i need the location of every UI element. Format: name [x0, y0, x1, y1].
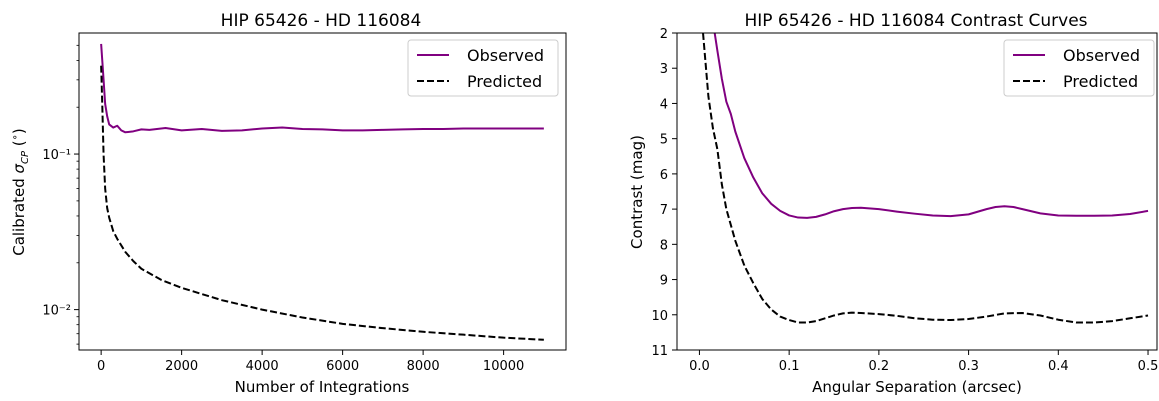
left-y-tick-label: 10⁻¹ [42, 148, 71, 163]
chart-title-right: HIP 65426 - HD 116084 Contrast Curves [744, 11, 1087, 31]
panel-contrast: HIP 65426 - HD 116084 Contrast Curves 0.… [628, 11, 1158, 396]
right-series-observed-line [713, 33, 1149, 219]
legend-right: Observed Predicted [1003, 39, 1155, 97]
left-x-tick-label: 6000 [326, 359, 359, 374]
right-y-tick-label: 11 [651, 344, 668, 359]
legend-label-predicted-right: Predicted [1063, 72, 1138, 91]
right-x-tick-label: 0.2 [869, 359, 890, 374]
x-ticks-left: 0 2000 4000 6000 8000 10000 [97, 350, 524, 374]
legend-label-observed-left: Observed [467, 46, 544, 65]
y-ticks-right: 2 3 4 5 6 7 8 9 10 11 [651, 27, 677, 359]
y-ticks-left: 10⁻² 10⁻¹ [42, 44, 79, 345]
x-axis-label-left: Number of Integrations [235, 378, 410, 396]
right-x-tick-label: 0.5 [1138, 359, 1159, 374]
chart-title-left: HIP 65426 - HD 116084 [221, 11, 422, 31]
left-x-tick-label: 2000 [165, 359, 198, 374]
right-y-tick-label: 8 [660, 238, 668, 253]
right-y-tick-label: 2 [660, 27, 668, 42]
legend-label-observed-right: Observed [1063, 46, 1140, 65]
left-x-tick-label: 4000 [246, 359, 279, 374]
right-y-tick-label: 7 [660, 203, 668, 218]
right-series-predicted-line [702, 33, 1149, 324]
x-ticks-right: 0.0 0.1 0.2 0.3 0.4 0.5 [689, 350, 1158, 374]
x-axis-label-right: Angular Separation (arcsec) [812, 378, 1022, 396]
right-y-tick-label: 3 [660, 62, 668, 77]
axes-frame-left [78, 32, 567, 351]
left-x-tick-label: 8000 [407, 359, 440, 374]
left-series-predicted-line [100, 65, 544, 341]
right-x-tick-label: 0.0 [689, 359, 710, 374]
legend-left: Observed Predicted [407, 39, 559, 97]
left-y-tick-label: 10⁻² [42, 304, 71, 319]
right-x-tick-label: 0.3 [958, 359, 979, 374]
right-y-tick-label: 10 [651, 309, 668, 324]
plot-area-left [100, 43, 544, 341]
panel-integrations: HIP 65426 - HD 116084 0 2000 4000 6000 8000 1… [10, 11, 567, 396]
right-y-tick-label: 4 [660, 97, 668, 112]
right-y-tick-label: 9 [660, 274, 668, 289]
left-x-tick-label: 10000 [483, 359, 524, 374]
plot-area-right [702, 33, 1149, 324]
legend-label-predicted-left: Predicted [467, 72, 542, 91]
axes-frame-right [676, 32, 1158, 351]
right-y-tick-label: 5 [660, 133, 668, 148]
left-x-tick-label: 0 [97, 359, 105, 374]
right-x-tick-label: 0.4 [1048, 359, 1069, 374]
right-y-tick-label: 6 [660, 168, 668, 183]
left-series-observed-line [100, 43, 544, 134]
y-axis-label-right: Contrast (mag) [628, 135, 646, 249]
y-axis-label-left: Calibrated σCP (∘) [10, 128, 31, 256]
right-x-tick-label: 0.1 [779, 359, 800, 374]
